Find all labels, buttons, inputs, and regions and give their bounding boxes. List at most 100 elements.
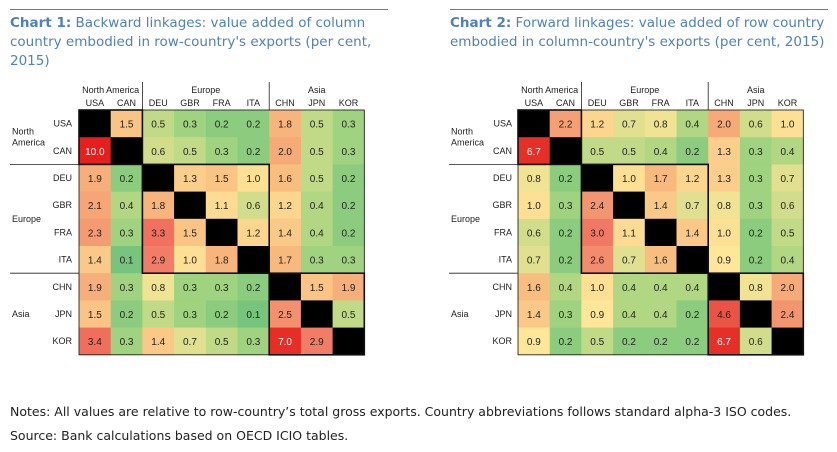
chart-1-value-ITA-CHN: 1.7 [278, 256, 292, 267]
chart-1-outer-border [78, 109, 365, 356]
chart-2-cell-KOR-USA [518, 327, 551, 356]
chart-2-cell-JPN-CHN [708, 300, 741, 328]
chart-2-value-FRA-KOR: 0.5 [780, 228, 794, 239]
chart-2-cell-KOR-DEU [581, 327, 614, 356]
chart-1-cell-DEU-DEU [142, 164, 175, 192]
chart-1-value-CHN-KOR: 1.9 [341, 283, 355, 294]
chart-1-cell-CAN-KOR [332, 137, 365, 165]
chart-2-value-KOR-CHN: 6.7 [717, 337, 731, 348]
chart-2-cell-KOR-KOR [771, 327, 804, 356]
chart-2-cell-KOR-CAN [549, 327, 582, 356]
chart-1-cell-CAN-CHN [269, 137, 302, 165]
chart-2-row-label-JPN: JPN [495, 309, 512, 319]
chart-1-value-CAN-FRA: 0.3 [215, 147, 229, 158]
chart-1-value-FRA-CHN: 1.4 [278, 228, 292, 239]
chart-1-cell-FRA-CHN [269, 218, 302, 247]
chart-1-value-KOR-CAN: 0.3 [120, 337, 134, 348]
chart-2-cell-USA-CAN [549, 110, 582, 138]
chart-2-value-CHN-DEU: 1.0 [590, 283, 604, 294]
chart-2-cell-JPN-GBR [613, 300, 646, 328]
chart-2-value-JPN-GBR: 0.4 [622, 310, 636, 321]
chart-1-cell-JPN-ITA [237, 300, 270, 328]
chart-2-cell-DEU-USA [518, 164, 551, 192]
chart-2-cell-USA-USA [518, 110, 551, 138]
chart-1-row-label-KOR: KOR [52, 336, 72, 346]
chart-1-cell-GBR-ITA [237, 191, 270, 220]
chart-2-cell-USA-GBR [613, 110, 646, 138]
chart-1-cell-ITA-CHN [269, 246, 302, 274]
chart-1-label: Chart 1: [10, 15, 72, 31]
chart-1-cell-GBR-GBR [174, 191, 207, 220]
chart-1-cell-CAN-GBR [174, 137, 207, 165]
chart-2-col-group-north-america: North America [521, 85, 578, 95]
chart-2-value-USA-KOR: 1.0 [780, 120, 794, 131]
chart-2-cell-USA-FRA [644, 110, 677, 138]
chart-2-cell-USA-CHN [708, 110, 741, 138]
chart-1-value-CHN-ITA: 0.2 [246, 283, 260, 294]
chart-1-row-label-DEU: DEU [53, 173, 72, 183]
chart-2-cell-KOR-JPN [739, 327, 772, 356]
chart-1-value-CHN-JPN: 1.5 [310, 283, 324, 294]
chart-1-value-USA-CAN: 1.5 [120, 120, 134, 131]
chart-1-row-label-FRA: FRA [54, 227, 72, 237]
chart-1-cell-CHN-ITA [237, 273, 270, 301]
chart-2-value-GBR-DEU: 2.4 [590, 201, 604, 212]
chart-1-title-block: Chart 1: Backward linkages: value added … [10, 14, 392, 71]
chart-1-cell-ITA-FRA [205, 246, 238, 274]
chart-2-value-ITA-CAN: 0.2 [559, 256, 573, 267]
chart-2-row-label-KOR: KOR [492, 336, 512, 346]
chart-2-value-DEU-ITA: 1.2 [685, 174, 699, 185]
chart-2-cell-ITA-USA [518, 246, 551, 274]
chart-1-col-label-KOR: KOR [339, 98, 359, 108]
chart-1-value-FRA-CAN: 0.3 [120, 228, 134, 239]
chart-2-cell-ITA-CAN [549, 246, 582, 274]
chart-2-cell-JPN-USA [518, 300, 551, 328]
chart-1-value-KOR-ITA: 0.3 [246, 337, 260, 348]
chart-2-value-USA-CAN: 2.2 [559, 120, 573, 131]
chart-2-value-JPN-DEU: 0.9 [590, 310, 604, 321]
chart-1-cell-ITA-CAN [110, 246, 143, 274]
chart-1-cell-CHN-USA [79, 273, 112, 301]
chart-2-cell-ITA-GBR [613, 246, 646, 274]
chart-2-cell-CHN-CAN [549, 273, 582, 301]
chart-2-col-label-CHN: CHN [714, 98, 734, 108]
chart-1-title: Backward linkages: value added of column… [10, 15, 372, 69]
chart-2-value-ITA-JPN: 0.2 [749, 256, 763, 267]
chart-2-value-KOR-JPN: 0.6 [749, 337, 763, 348]
chart-1-value-DEU-JPN: 0.5 [310, 174, 324, 185]
chart-2-value-DEU-KOR: 0.7 [780, 174, 794, 185]
chart-2-cell-FRA-DEU [581, 218, 614, 247]
chart-2-value-CAN-JPN: 0.3 [749, 147, 763, 158]
chart-1-cell-ITA-USA [79, 246, 112, 274]
chart-2-cell-USA-DEU [581, 110, 614, 138]
chart-1-col-group-north-america: North America [82, 85, 139, 95]
chart-1-title-rule [10, 9, 388, 10]
chart-2-cell-ITA-KOR [771, 246, 804, 274]
chart-2-value-JPN-CAN: 0.3 [559, 310, 573, 321]
chart-1-cell-USA-USA [79, 110, 112, 138]
chart-1-cell-ITA-DEU [142, 246, 175, 274]
chart-1-value-GBR-DEU: 1.8 [151, 201, 165, 212]
chart-1-value-USA-ITA: 0.2 [246, 120, 260, 131]
chart-1-cell-CAN-FRA [205, 137, 238, 165]
chart-1-value-CAN-USA: 10.0 [85, 147, 105, 158]
chart-1-value-JPN-FRA: 0.2 [215, 310, 229, 321]
chart-2-title: Forward linkages: value added of row cou… [450, 15, 825, 50]
chart-1-value-DEU-CAN: 0.2 [120, 174, 134, 185]
chart-2-value-ITA-FRA: 1.6 [654, 256, 668, 267]
chart-1-value-ITA-KOR: 0.3 [341, 256, 355, 267]
chart-1-cell-DEU-GBR [174, 164, 207, 192]
chart-1-cell-FRA-ITA [237, 218, 270, 247]
chart-2-block-border-europe [580, 163, 710, 274]
chart-1-value-CAN-JPN: 0.5 [310, 147, 324, 158]
chart-2-value-CAN-USA: 6.7 [527, 147, 541, 158]
chart-1-value-CHN-FRA: 0.3 [215, 283, 229, 294]
chart-1-cell-JPN-FRA [205, 300, 238, 328]
chart-1-cell-USA-GBR [174, 110, 207, 138]
chart-2-value-KOR-CAN: 0.2 [559, 337, 573, 348]
chart-1-cell-KOR-FRA [205, 327, 238, 356]
chart-1-cell-DEU-JPN [300, 164, 333, 192]
chart-1-value-FRA-ITA: 1.2 [246, 228, 260, 239]
chart-1-cell-GBR-DEU [142, 191, 175, 220]
chart-1-value-KOR-USA: 3.4 [88, 337, 102, 348]
